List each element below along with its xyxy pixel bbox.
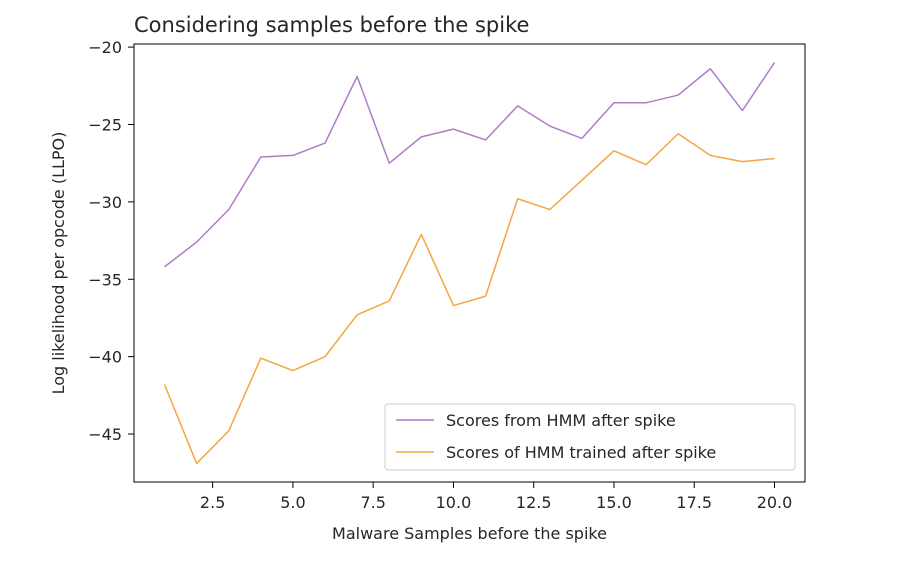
- y-tick-label: −25: [88, 115, 122, 134]
- x-axis: 2.5 5.0 7.5 10.0 12.5 15.0 17.5 20.0: [200, 482, 792, 512]
- x-tick-label: 10.0: [436, 493, 472, 512]
- plot-area: 2.5 5.0 7.5 10.0 12.5 15.0 17.5 20.0 −45−40−35−…: [88, 38, 806, 512]
- series-line-0: [164, 62, 776, 268]
- x-tick-label: 7.5: [360, 493, 385, 512]
- y-tick-label: −40: [88, 348, 122, 367]
- legend-label-hmm-trained-after-spike: Scores of HMM trained after spike: [446, 443, 716, 462]
- x-tick-label: 17.5: [676, 493, 712, 512]
- legend-box: [384, 403, 796, 471]
- legend: Scores from HMM after spike Scores of HM…: [384, 403, 796, 471]
- y-axis: −45 −40 −35 −30 −25 −20: [88, 38, 134, 444]
- x-tick-label: 12.5: [516, 493, 552, 512]
- chart-title: Considering samples before the spike: [134, 13, 529, 37]
- legend-label-hmm-after-spike: Scores from HMM after spike: [446, 411, 676, 430]
- y-tick-label: −45: [88, 425, 122, 444]
- y-tick-label: −30: [88, 193, 122, 212]
- series-layer: [163, 62, 776, 465]
- series-line-1: [163, 133, 775, 465]
- x-tick-label: 20.0: [757, 493, 793, 512]
- x-tick-label: 15.0: [596, 493, 632, 512]
- y-axis-label: Log likelihood per opcode (LLPO): [49, 132, 68, 395]
- y-tick-label: −20: [88, 38, 122, 57]
- x-tick-label: 2.5: [200, 493, 225, 512]
- y-tick-label: −35: [88, 270, 122, 289]
- x-axis-label: Malware Samples before the spike: [332, 524, 607, 543]
- plot-frame: [133, 43, 806, 483]
- x-tick-label: 5.0: [280, 493, 305, 512]
